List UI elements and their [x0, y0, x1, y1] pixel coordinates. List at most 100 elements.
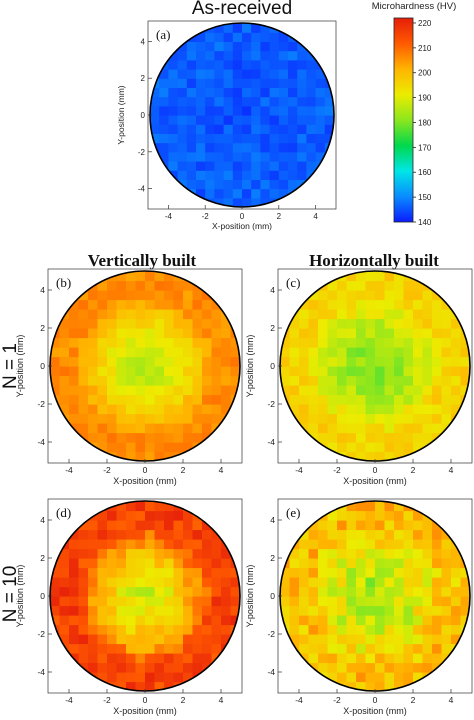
heatmap-cell [116, 290, 127, 301]
heatmap-cell [289, 318, 300, 329]
heatmap-cell [211, 318, 222, 329]
heatmap-cell [116, 662, 127, 673]
heatmap-cell [164, 567, 175, 578]
y-tick-label: 0 [40, 591, 45, 601]
heatmap-cell [205, 170, 215, 180]
heatmap-cell [365, 404, 376, 415]
heatmap-cell [164, 510, 175, 521]
heatmap-cell [78, 653, 89, 664]
heatmap-cell [422, 539, 433, 550]
heatmap-cell [269, 151, 280, 162]
heatmap-cell [269, 161, 280, 171]
heatmap-cell [422, 624, 433, 635]
heatmap-cell [451, 299, 462, 310]
heatmap-cell [145, 520, 156, 531]
heatmap-cell [451, 624, 462, 635]
y-tick-label: -4 [267, 437, 275, 447]
heatmap-cell [451, 529, 462, 540]
heatmap-cell [168, 105, 179, 116]
heatmap-cell [164, 366, 175, 377]
heatmap-cell [230, 605, 240, 616]
heatmap-cell [69, 366, 80, 377]
heatmap-cell [318, 366, 329, 377]
heatmap-cell [88, 347, 99, 358]
heatmap-cell [315, 115, 326, 125]
heatmap-cell [422, 520, 433, 531]
heatmap-cell [69, 548, 80, 559]
heatmap-cell [223, 197, 234, 207]
heatmap-cell [154, 558, 165, 569]
heatmap-cell [135, 356, 146, 367]
heatmap-cell [116, 309, 127, 320]
heatmap-cell [78, 404, 89, 415]
heatmap-cell [356, 510, 367, 521]
heatmap-cell [356, 299, 367, 310]
heatmap-cell [145, 567, 156, 578]
heatmap-cell [337, 299, 348, 310]
colorbar-bar [393, 17, 414, 223]
heatmap-cell [432, 375, 443, 386]
heatmap-cell [205, 32, 215, 42]
heatmap-cell [422, 394, 433, 405]
heatmap-cell [145, 280, 156, 291]
heatmap-cell [269, 96, 280, 107]
heatmap-cell [107, 643, 118, 654]
heatmap-cell [168, 59, 179, 70]
heatmap-cell [365, 280, 376, 291]
heatmap-cell [269, 59, 280, 70]
heatmap-cell [413, 328, 424, 339]
as-received-title: As-received [192, 0, 292, 19]
heatmap-cell [327, 394, 338, 405]
heatmap-cell [441, 548, 452, 559]
heatmap-cell [337, 634, 348, 645]
heatmap-cell [346, 577, 357, 588]
heatmap-cell [192, 643, 203, 654]
heatmap-cell [422, 634, 433, 645]
heatmap-cell [260, 41, 271, 52]
heatmap-cell [196, 179, 206, 190]
heatmap-cell [78, 280, 89, 291]
heatmap-cell [173, 337, 184, 348]
heatmap-cell [78, 567, 89, 578]
heatmap-cell [107, 290, 118, 301]
heatmap-cell [78, 548, 89, 559]
heatmap-cell [432, 318, 443, 329]
heatmap-cell [78, 413, 89, 424]
heatmap-cell [192, 624, 203, 635]
heatmap-cell [346, 328, 357, 339]
heatmap-cell [214, 69, 225, 79]
heatmap-cell [324, 124, 334, 134]
heatmap-cell [365, 356, 376, 367]
x-tick-label: -4 [65, 695, 73, 705]
heatmap-cell [413, 290, 424, 301]
heatmap-cell [451, 318, 462, 329]
heatmap-cell [365, 432, 376, 443]
heatmap-cell [107, 413, 118, 424]
heatmap-cell [260, 59, 271, 70]
heatmap-cell [232, 133, 243, 144]
heatmap-cell [202, 558, 213, 569]
heatmap-cell [384, 442, 395, 453]
heatmap-cell [413, 529, 424, 540]
heatmap-cell [88, 385, 99, 396]
heatmap-cell [384, 596, 395, 607]
heatmap-cell [69, 394, 80, 405]
heatmap-cell [126, 309, 137, 320]
heatmap-cell [78, 558, 89, 569]
heatmap-cell [422, 643, 433, 654]
heatmap-cell [308, 375, 319, 386]
heatmap-cell [318, 653, 329, 664]
heatmap-cell [78, 615, 89, 626]
heatmap-cell [211, 385, 222, 396]
heatmap-cell [107, 337, 118, 348]
heatmap-cell [159, 133, 169, 144]
heatmap-cell [308, 596, 319, 607]
heatmap-cell [186, 133, 197, 144]
heatmap-cell [288, 50, 298, 61]
heatmap-cell [145, 299, 156, 310]
heatmap-cell [196, 59, 206, 70]
heatmap-cell [365, 672, 376, 683]
heatmap-cell [183, 394, 194, 405]
heatmap-cell [116, 501, 127, 512]
heatmap-cell [154, 643, 165, 654]
